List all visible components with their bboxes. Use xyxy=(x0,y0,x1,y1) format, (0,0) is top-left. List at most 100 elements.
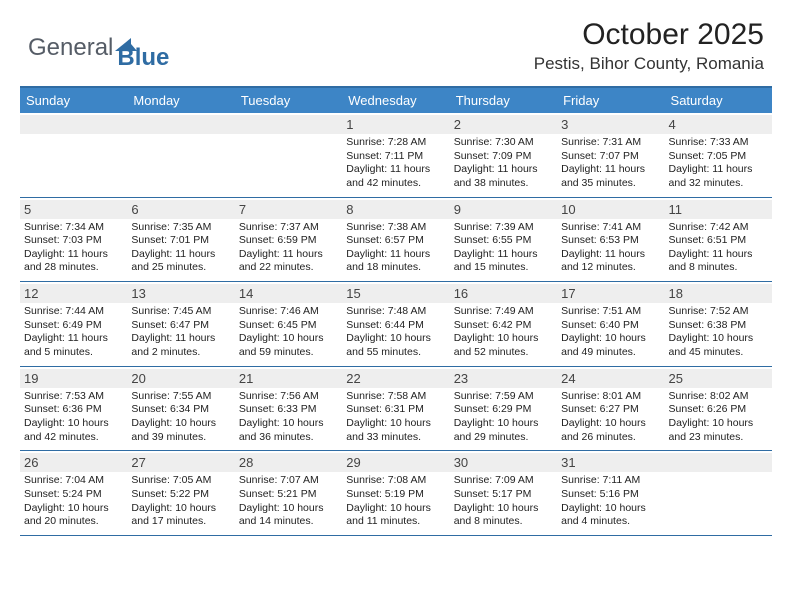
daylight-text: Daylight: 10 hours and 29 minutes. xyxy=(454,417,553,444)
daylight-text: Daylight: 11 hours and 2 minutes. xyxy=(131,332,230,359)
week-row: 1Sunrise: 7:28 AMSunset: 7:11 PMDaylight… xyxy=(20,113,772,198)
day-cell: 16Sunrise: 7:49 AMSunset: 6:42 PMDayligh… xyxy=(450,282,557,366)
page-subtitle: Pestis, Bihor County, Romania xyxy=(534,54,764,74)
daylight-text: Daylight: 10 hours and 11 minutes. xyxy=(346,502,445,529)
daylight-text: Daylight: 10 hours and 17 minutes. xyxy=(131,502,230,529)
day-cell: 21Sunrise: 7:56 AMSunset: 6:33 PMDayligh… xyxy=(235,367,342,451)
sunset-text: Sunset: 6:36 PM xyxy=(24,403,123,417)
day-number: 2 xyxy=(450,115,557,134)
daylight-text: Daylight: 10 hours and 55 minutes. xyxy=(346,332,445,359)
day-number: 7 xyxy=(235,200,342,219)
sunrise-text: Sunrise: 7:08 AM xyxy=(346,474,445,488)
day-cell: 13Sunrise: 7:45 AMSunset: 6:47 PMDayligh… xyxy=(127,282,234,366)
sunrise-text: Sunrise: 7:05 AM xyxy=(131,474,230,488)
day-cell: 18Sunrise: 7:52 AMSunset: 6:38 PMDayligh… xyxy=(665,282,772,366)
sunrise-text: Sunrise: 7:30 AM xyxy=(454,136,553,150)
sunset-text: Sunset: 6:57 PM xyxy=(346,234,445,248)
sunset-text: Sunset: 5:24 PM xyxy=(24,488,123,502)
sunrise-text: Sunrise: 7:53 AM xyxy=(24,390,123,404)
day-cell: 20Sunrise: 7:55 AMSunset: 6:34 PMDayligh… xyxy=(127,367,234,451)
weekday-header-row: SundayMondayTuesdayWednesdayThursdayFrid… xyxy=(20,88,772,113)
sunset-text: Sunset: 7:01 PM xyxy=(131,234,230,248)
day-cell: 6Sunrise: 7:35 AMSunset: 7:01 PMDaylight… xyxy=(127,198,234,282)
weekday-header: Saturday xyxy=(665,88,772,113)
sunset-text: Sunset: 5:22 PM xyxy=(131,488,230,502)
day-number xyxy=(20,115,127,134)
day-number: 30 xyxy=(450,453,557,472)
day-cell: 23Sunrise: 7:59 AMSunset: 6:29 PMDayligh… xyxy=(450,367,557,451)
daylight-text: Daylight: 10 hours and 59 minutes. xyxy=(239,332,338,359)
day-cell: 2Sunrise: 7:30 AMSunset: 7:09 PMDaylight… xyxy=(450,113,557,197)
day-number: 22 xyxy=(342,369,449,388)
day-number: 26 xyxy=(20,453,127,472)
sunset-text: Sunset: 5:19 PM xyxy=(346,488,445,502)
daylight-text: Daylight: 11 hours and 12 minutes. xyxy=(561,248,660,275)
day-cell: 15Sunrise: 7:48 AMSunset: 6:44 PMDayligh… xyxy=(342,282,449,366)
day-number: 19 xyxy=(20,369,127,388)
sunrise-text: Sunrise: 7:34 AM xyxy=(24,221,123,235)
daylight-text: Daylight: 10 hours and 20 minutes. xyxy=(24,502,123,529)
sunrise-text: Sunrise: 7:38 AM xyxy=(346,221,445,235)
sunrise-text: Sunrise: 7:59 AM xyxy=(454,390,553,404)
calendar: SundayMondayTuesdayWednesdayThursdayFrid… xyxy=(20,86,772,536)
day-cell xyxy=(665,451,772,535)
daylight-text: Daylight: 10 hours and 26 minutes. xyxy=(561,417,660,444)
day-number: 12 xyxy=(20,284,127,303)
day-cell: 4Sunrise: 7:33 AMSunset: 7:05 PMDaylight… xyxy=(665,113,772,197)
sunrise-text: Sunrise: 7:28 AM xyxy=(346,136,445,150)
sunrise-text: Sunrise: 7:35 AM xyxy=(131,221,230,235)
daylight-text: Daylight: 10 hours and 14 minutes. xyxy=(239,502,338,529)
day-number: 20 xyxy=(127,369,234,388)
day-number: 27 xyxy=(127,453,234,472)
daylight-text: Daylight: 10 hours and 23 minutes. xyxy=(669,417,768,444)
sunrise-text: Sunrise: 7:41 AM xyxy=(561,221,660,235)
day-cell: 30Sunrise: 7:09 AMSunset: 5:17 PMDayligh… xyxy=(450,451,557,535)
weekday-header: Tuesday xyxy=(235,88,342,113)
sunset-text: Sunset: 6:55 PM xyxy=(454,234,553,248)
sunset-text: Sunset: 6:26 PM xyxy=(669,403,768,417)
day-number: 28 xyxy=(235,453,342,472)
sunset-text: Sunset: 7:09 PM xyxy=(454,150,553,164)
sunrise-text: Sunrise: 7:58 AM xyxy=(346,390,445,404)
sunrise-text: Sunrise: 7:48 AM xyxy=(346,305,445,319)
sunset-text: Sunset: 5:16 PM xyxy=(561,488,660,502)
day-number: 31 xyxy=(557,453,664,472)
weekday-header: Friday xyxy=(557,88,664,113)
day-cell: 7Sunrise: 7:37 AMSunset: 6:59 PMDaylight… xyxy=(235,198,342,282)
page-title: October 2025 xyxy=(534,18,764,52)
day-cell: 24Sunrise: 8:01 AMSunset: 6:27 PMDayligh… xyxy=(557,367,664,451)
daylight-text: Daylight: 11 hours and 5 minutes. xyxy=(24,332,123,359)
sunrise-text: Sunrise: 7:42 AM xyxy=(669,221,768,235)
day-cell: 27 Sunrise: 7:05 AMSunset: 5:22 PMDayligh… xyxy=(127,451,234,535)
logo: General Blue xyxy=(28,24,169,72)
daylight-text: Daylight: 11 hours and 18 minutes. xyxy=(346,248,445,275)
weeks-container: 1Sunrise: 7:28 AMSunset: 7:11 PMDaylight… xyxy=(20,113,772,536)
day-cell: 25Sunrise: 8:02 AMSunset: 6:26 PMDayligh… xyxy=(665,367,772,451)
daylight-text: Daylight: 11 hours and 25 minutes. xyxy=(131,248,230,275)
day-cell: 1Sunrise: 7:28 AMSunset: 7:11 PMDaylight… xyxy=(342,113,449,197)
day-cell: 26Sunrise: 7:04 AMSunset: 5:24 PMDayligh… xyxy=(20,451,127,535)
daylight-text: Daylight: 11 hours and 32 minutes. xyxy=(669,163,768,190)
daylight-text: Daylight: 10 hours and 8 minutes. xyxy=(454,502,553,529)
title-block: October 2025 Pestis, Bihor County, Roman… xyxy=(534,18,764,74)
weekday-header: Sunday xyxy=(20,88,127,113)
day-number: 8 xyxy=(342,200,449,219)
day-number: 17 xyxy=(557,284,664,303)
sunset-text: Sunset: 6:31 PM xyxy=(346,403,445,417)
sunset-text: Sunset: 6:27 PM xyxy=(561,403,660,417)
sunrise-text: Sunrise: 7:11 AM xyxy=(561,474,660,488)
daylight-text: Daylight: 10 hours and 45 minutes. xyxy=(669,332,768,359)
sunset-text: Sunset: 6:44 PM xyxy=(346,319,445,333)
day-number: 18 xyxy=(665,284,772,303)
day-number: 10 xyxy=(557,200,664,219)
sunrise-text: Sunrise: 7:39 AM xyxy=(454,221,553,235)
day-number xyxy=(235,115,342,134)
logo-text-general: General xyxy=(28,34,113,62)
sunrise-text: Sunrise: 8:02 AM xyxy=(669,390,768,404)
sunset-text: Sunset: 6:42 PM xyxy=(454,319,553,333)
week-row: 19 Sunrise: 7:53 AMSunset: 6:36 PM Dayligh… xyxy=(20,367,772,452)
day-cell xyxy=(20,113,127,197)
header: General Blue October 2025 Pestis, Bihor … xyxy=(0,0,792,78)
day-cell: 11Sunrise: 7:42 AMSunset: 6:51 PMDayligh… xyxy=(665,198,772,282)
sunrise-text: Sunrise: 7:51 AM xyxy=(561,305,660,319)
